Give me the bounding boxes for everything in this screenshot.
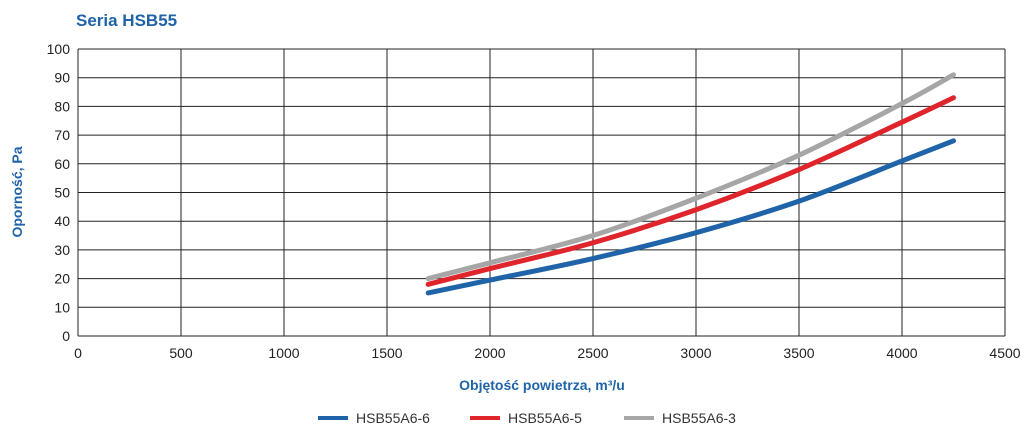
y-tick-label: 50 [54,185,70,201]
x-tick-labels: 0 500 1000 1500 2000 2500 3000 3500 4000 4500 [74,345,1021,361]
x-tick-label: 1000 [268,345,299,361]
x-tick-label: 3000 [680,345,711,361]
x-tick-label: 1500 [371,345,402,361]
y-tick-label: 80 [54,98,70,114]
x-tick-label: 4000 [886,345,917,361]
x-tick-label: 2000 [474,345,505,361]
series-line-2 [425,95,956,287]
legend-label-2: HSB55A6-5 [508,410,582,426]
chart-title: Seria HSB55 [76,11,177,30]
series-lines [425,72,956,296]
y-tick-label: 40 [54,213,70,229]
y-tick-label: 90 [54,70,70,86]
y-tick-label: 0 [62,328,70,344]
y-tick-label: 20 [54,271,70,287]
legend-label-1: HSB55A6-6 [356,410,430,426]
x-tick-label: 0 [74,345,82,361]
y-tick-label: 10 [54,299,70,315]
x-tick-label: 4500 [989,345,1020,361]
x-tick-label: 2500 [577,345,608,361]
legend-label-3: HSB55A6-3 [662,410,736,426]
grid [77,48,1006,337]
x-tick-label: 500 [169,345,193,361]
y-tick-label: 30 [54,242,70,258]
y-axis-label: Oporność, Pa [9,146,25,237]
y-tick-label: 70 [54,127,70,143]
legend: HSB55A6-6 HSB55A6-5 HSB55A6-3 [318,410,736,426]
x-tick-label: 3500 [783,345,814,361]
x-axis-label: Objętość powietrza, m³/u [459,377,625,393]
y-tick-label: 60 [54,156,70,172]
series-line-1 [425,138,956,296]
y-tick-label: 100 [47,41,71,57]
y-tick-labels: 0 10 20 30 40 50 60 70 80 90 100 [47,41,71,344]
series-line-3 [425,72,956,282]
